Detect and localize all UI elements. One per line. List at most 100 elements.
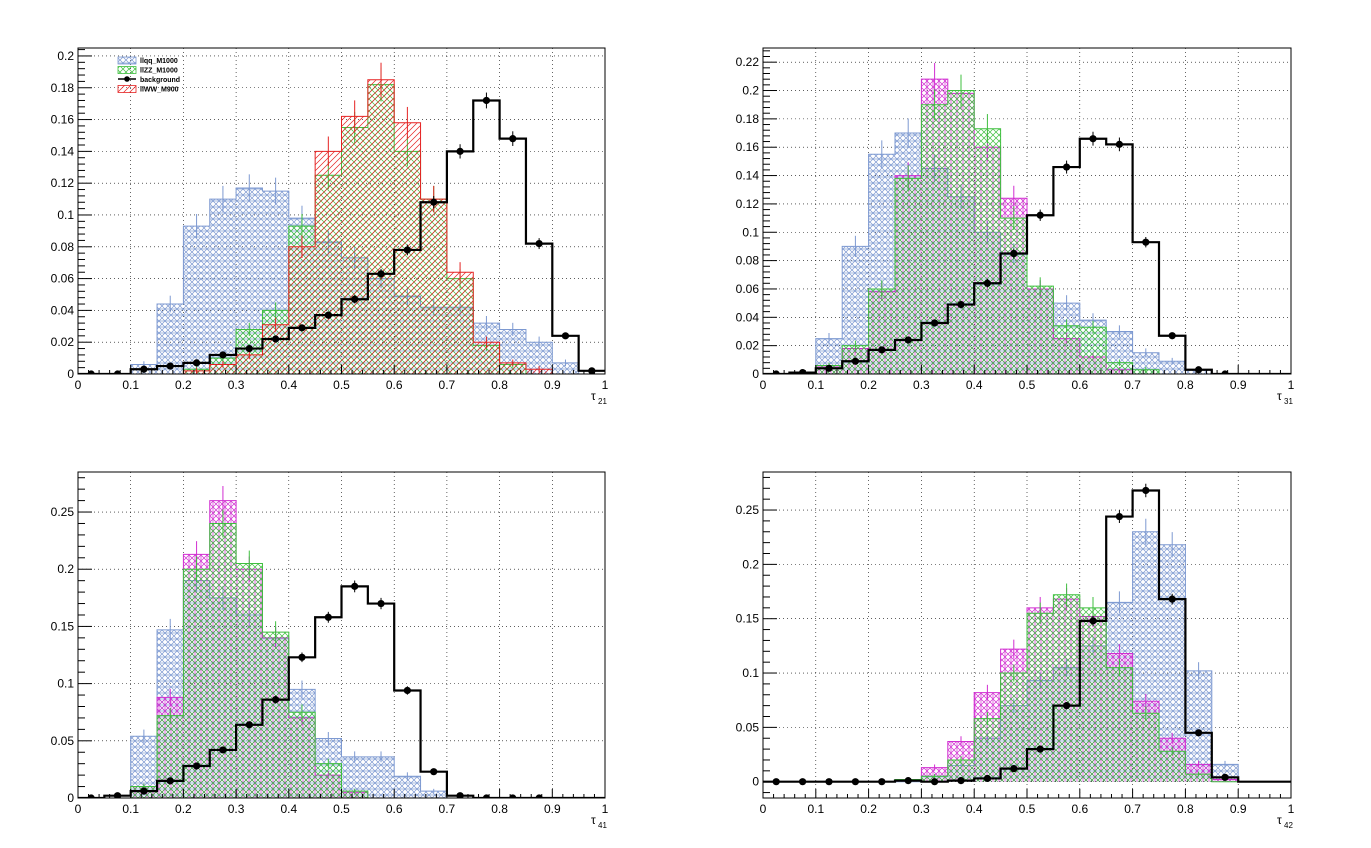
data-point: [904, 336, 912, 344]
x-tick-label: 0.2: [860, 802, 877, 816]
x-tick-label: 1: [602, 802, 609, 816]
x-axis-label-subscript: 21: [598, 397, 607, 406]
bar: [499, 362, 526, 374]
bar: [288, 246, 316, 374]
data-point: [1168, 332, 1176, 340]
x-tick-label: 0.7: [439, 802, 456, 816]
bar: [183, 226, 210, 374]
panel-3: 0 0.1 0.2 0.3 0.4 0.5 0.6 0.7 0.8 0.9 1τ 41 0 0.05 0.1…: [51, 471, 609, 830]
data-point: [1036, 745, 1044, 753]
bar: [1106, 362, 1133, 374]
x-tick-label: 0.2: [175, 802, 192, 816]
data-point: [87, 794, 95, 798]
bar: [209, 523, 237, 798]
y-tick-label: 0.22: [736, 55, 760, 69]
x-tick-label: 0: [760, 802, 767, 816]
data-point: [87, 370, 95, 374]
x-tick-label: 0.2: [860, 378, 877, 392]
data-point: [509, 135, 517, 143]
data-point: [430, 768, 438, 776]
x-axis-label: τ: [591, 813, 596, 827]
x-tick-label: 0.8: [1177, 378, 1194, 392]
data-point: [1142, 486, 1150, 495]
data-point: [192, 762, 201, 770]
data-point: [166, 362, 174, 370]
legend-label: llWW_M900: [140, 87, 179, 94]
bar: [236, 354, 263, 374]
x-tick-label: 0.8: [1177, 802, 1194, 816]
y-tick-label: 0.14: [736, 169, 760, 183]
panel-2: 0 0.1 0.2 0.3 0.4 0.5 0.6 0.7 0.8 0.9 1τ 31 0 0.02 0.0…: [736, 47, 1295, 406]
bar: [262, 632, 289, 798]
bar: [236, 563, 263, 798]
y-tick-label: 0.16: [51, 113, 75, 127]
outline: [78, 580, 605, 798]
data-point: [456, 792, 464, 798]
y-tick-label: 0.2: [57, 49, 74, 63]
data-point: [403, 246, 411, 254]
data-point: [1089, 135, 1097, 143]
x-tick-label: 0.7: [439, 378, 456, 392]
data-point: [1195, 729, 1203, 737]
data-point: [851, 778, 860, 786]
data-point: [140, 365, 148, 373]
x-tick-label: 0.3: [228, 378, 245, 392]
data-point: [166, 777, 174, 785]
y-tick-label: 0.16: [736, 140, 760, 154]
x-axis-label-subscript: 31: [1284, 397, 1293, 406]
x-tick-label: 0.9: [544, 802, 561, 816]
data-point: [535, 794, 543, 798]
histograms: [78, 62, 605, 374]
y-tick-label: 0.12: [51, 176, 75, 190]
bar: [341, 791, 368, 798]
histograms: [763, 483, 1291, 786]
bar: [947, 759, 975, 782]
data-point: [1010, 765, 1018, 773]
y-tick-label: 0: [752, 775, 759, 789]
x-tick-label: 0: [75, 378, 82, 392]
y-axis: 0 0.05 0.1 0.15 0.2 0.25: [51, 477, 92, 805]
data-point: [219, 746, 227, 754]
series-green: [763, 583, 1291, 783]
data-point: [192, 359, 201, 367]
x-tick-label: 0.7: [1124, 378, 1141, 392]
bar: [157, 715, 184, 798]
data-point: [851, 357, 860, 365]
x-tick-label: 0.1: [122, 802, 139, 816]
bar: [367, 79, 395, 374]
legend-marker: [124, 76, 130, 82]
bar: [1159, 751, 1186, 782]
y-tick-label: 0.1: [742, 225, 759, 239]
x-tick-label: 0.4: [966, 802, 983, 816]
x-tick-label: 0.6: [386, 802, 403, 816]
bar: [1000, 673, 1027, 782]
x-axis-label: τ: [591, 389, 596, 403]
background-line: [763, 489, 1291, 783]
data-point: [456, 147, 464, 155]
data-point: [482, 794, 491, 798]
data-point: [482, 96, 491, 105]
bar: [446, 272, 474, 374]
bar: [183, 569, 210, 798]
data-point: [140, 787, 148, 795]
data-point: [799, 368, 807, 374]
data-point: [113, 370, 122, 374]
legend-swatch: [117, 66, 137, 74]
x-tick-label: 0.5: [1019, 378, 1036, 392]
data-point: [403, 686, 411, 695]
bar: [420, 199, 447, 374]
data-point: [298, 324, 306, 332]
data-point: [272, 335, 280, 343]
x-tick-label: 0.1: [807, 802, 824, 816]
data-point: [1036, 211, 1044, 219]
x-tick-label: 1: [602, 378, 609, 392]
bar: [1159, 361, 1186, 374]
x-axis-label: τ: [1277, 389, 1282, 403]
legend-swatch: [117, 85, 137, 93]
y-axis: 0 0.02 0.04 0.06 0.08 0.1 0.12 0.14 0.16 0.18 0.2: [51, 49, 92, 381]
x-tick-label: 1: [1288, 378, 1295, 392]
y-tick-label: 0.08: [736, 254, 760, 268]
data-point: [799, 778, 807, 786]
background-line: [78, 585, 605, 798]
y-tick-label: 0.06: [736, 282, 760, 296]
